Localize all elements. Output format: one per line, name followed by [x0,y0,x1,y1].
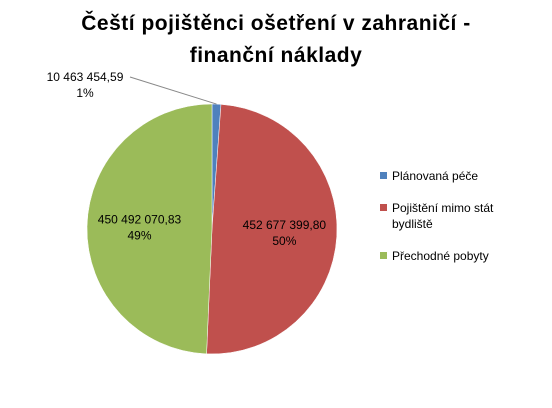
data-label: 10 463 454,59 [47,70,124,84]
percent-label: 49% [128,228,152,242]
leader-line [129,76,217,105]
pie-slice [206,104,338,355]
legend-label: Pojištění mimo stát bydliště [392,201,494,231]
data-label: 452 677 399,80 [243,218,327,232]
legend-label: Plánovaná péče [392,169,479,183]
legend-swatch [380,172,387,179]
legend: Plánovaná péče Pojištění mimo stát bydliš… [380,168,530,280]
legend-label: Přechodné pobyty [392,249,489,263]
legend-item: Přechodné pobyty [380,248,530,264]
percent-label: 50% [272,234,296,248]
legend-swatch [380,204,387,211]
chart-title: Čeští pojištěnci ošetření v zahraničí - … [81,12,471,67]
legend-item: Pojištění mimo stát bydliště [380,200,530,232]
legend-swatch [380,252,387,259]
percent-label: 1% [76,86,94,100]
data-label: 450 492 070,83 [98,212,182,226]
legend-item: Plánovaná péče [380,168,530,184]
pie-slice [86,103,213,355]
